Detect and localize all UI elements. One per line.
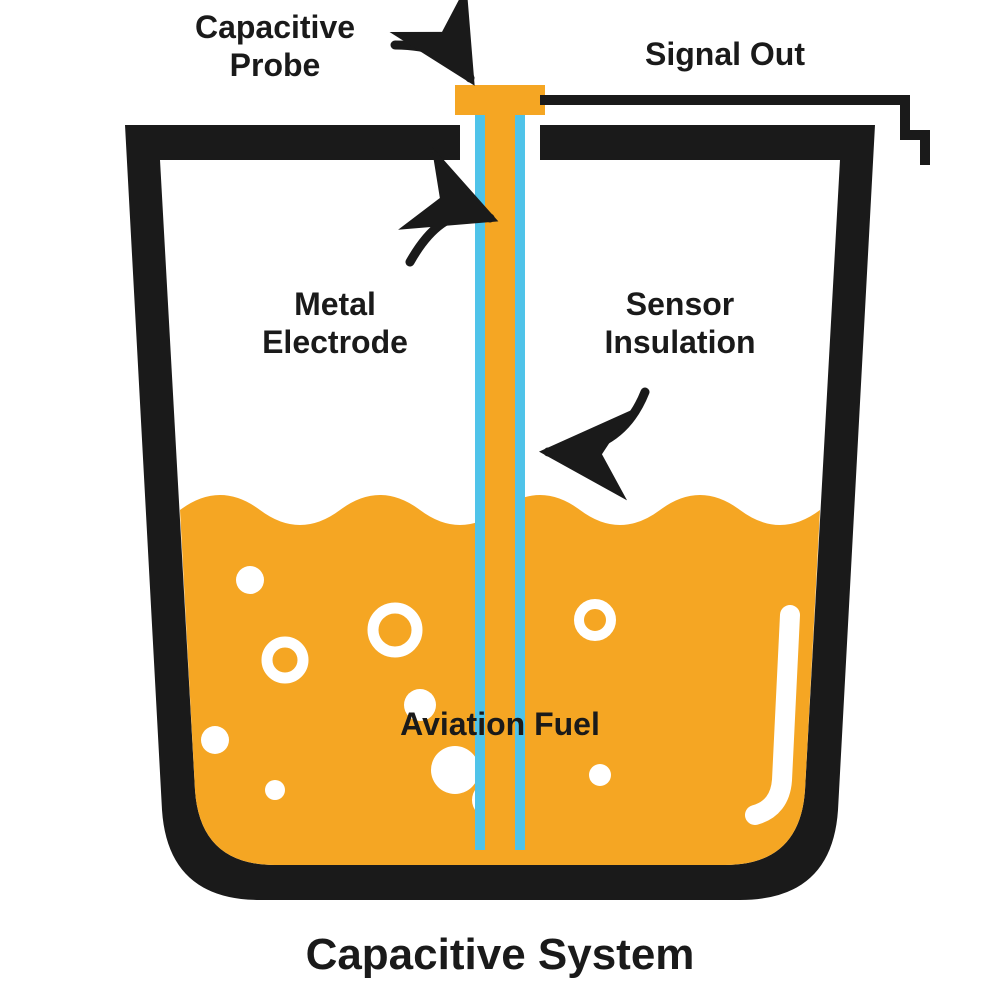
label-text: Capacitive Probe (195, 9, 355, 83)
label-signal-out: Signal Out (645, 35, 805, 73)
label-text: Aviation Fuel (400, 706, 600, 742)
label-sensor-insulation: Sensor Insulation (580, 285, 780, 362)
title-text: Capacitive System (306, 930, 695, 979)
label-text: Metal Electrode (262, 286, 408, 360)
label-aviation-fuel: Aviation Fuel (350, 705, 650, 743)
probe-cap (455, 85, 545, 115)
bubble (265, 780, 285, 800)
label-capacitive-probe: Capacitive Probe (175, 8, 375, 85)
capacitive-system-diagram: Capacitive Probe Signal Out Metal Electr… (0, 0, 1000, 1000)
bubble (431, 746, 479, 794)
label-text: Signal Out (645, 36, 805, 72)
arrow-capacitive-probe (395, 45, 470, 78)
diagram-svg (0, 0, 1000, 1000)
diagram-title: Capacitive System (0, 930, 1000, 980)
bubble (201, 726, 229, 754)
label-text: Sensor Insulation (604, 286, 755, 360)
bubble (589, 764, 611, 786)
arrow-sensor-insulation (548, 392, 645, 452)
label-metal-electrode: Metal Electrode (245, 285, 425, 362)
bubble (236, 566, 264, 594)
